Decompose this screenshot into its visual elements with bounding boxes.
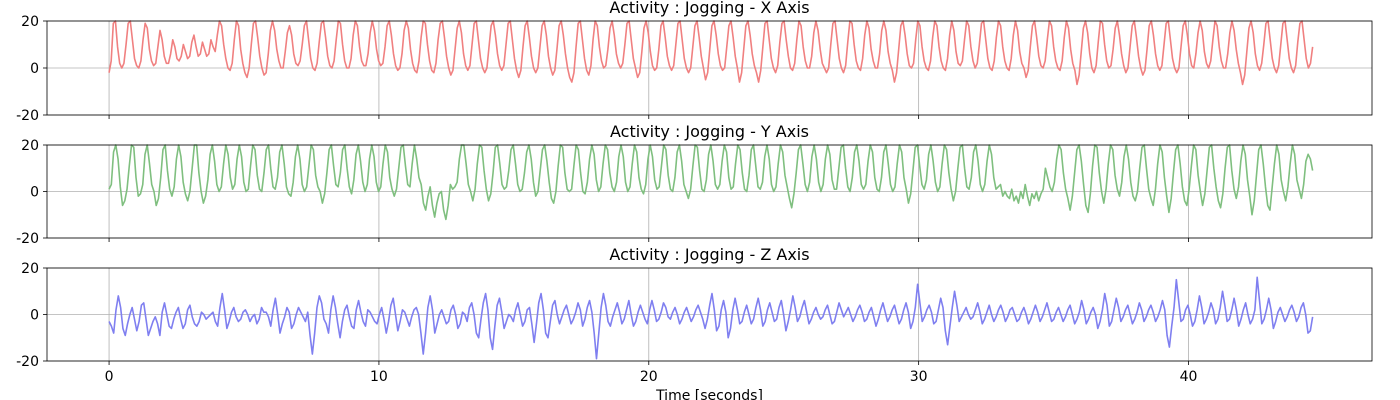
- xtick-label-z-axis: 10: [370, 369, 388, 385]
- title-z-axis: Activity : Jogging - Z Axis: [609, 245, 809, 264]
- ytick-label-y-axis: -20: [16, 231, 39, 247]
- xtick-label-z-axis: 40: [1180, 369, 1198, 385]
- panel-z-axis: Activity : Jogging - Z Axis -20 0 20 0 10 20 30…: [16, 245, 1373, 400]
- xtick-label-z-axis: 30: [910, 369, 928, 385]
- plot-frame-x-axis: [46, 20, 1373, 116]
- panel-x-axis: Activity : Jogging - X Axis -20 0 20: [16, 0, 1373, 124]
- title-y-axis: Activity : Jogging - Y Axis: [610, 122, 809, 141]
- plot-frame-z-axis: [46, 267, 1373, 362]
- x-axis-label: Time [seconds]: [655, 388, 763, 400]
- ytick-label-y-axis: 20: [21, 138, 39, 154]
- series-line-y-axis: [108, 144, 1314, 221]
- ytick-label-z-axis: -20: [16, 354, 39, 370]
- panel-y-axis: Activity : Jogging - Y Axis -20 0 20: [16, 122, 1373, 247]
- xtick-label-z-axis: 20: [640, 369, 658, 385]
- xtick-label-z-axis: 0: [105, 369, 114, 385]
- ytick-label-y-axis: 0: [30, 185, 39, 201]
- ytick-label-x-axis: 20: [21, 14, 39, 30]
- series-line-z-axis: [108, 276, 1314, 360]
- ytick-label-z-axis: 20: [21, 261, 39, 277]
- title-x-axis: Activity : Jogging - X Axis: [609, 0, 809, 17]
- plot-frame-y-axis: [46, 144, 1373, 239]
- series-line-x-axis: [108, 20, 1314, 86]
- ytick-label-z-axis: 0: [30, 308, 39, 324]
- ytick-label-x-axis: -20: [16, 108, 39, 124]
- ytick-label-x-axis: 0: [30, 61, 39, 77]
